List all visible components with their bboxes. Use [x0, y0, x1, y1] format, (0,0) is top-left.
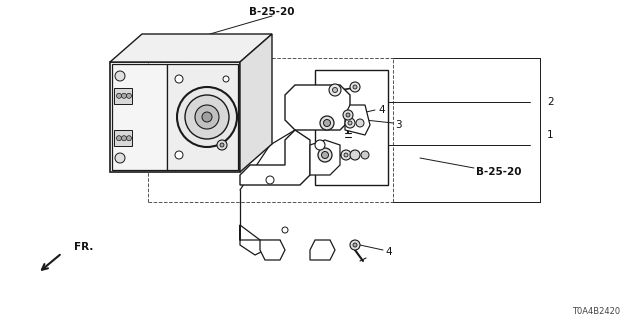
Circle shape: [185, 95, 229, 139]
Text: 4: 4: [378, 105, 385, 115]
Polygon shape: [240, 225, 265, 255]
Circle shape: [122, 136, 127, 141]
Circle shape: [266, 176, 274, 184]
Circle shape: [282, 227, 288, 233]
Circle shape: [321, 151, 328, 158]
Circle shape: [202, 112, 212, 122]
Polygon shape: [167, 64, 238, 170]
Circle shape: [127, 93, 131, 98]
Circle shape: [223, 76, 229, 82]
Polygon shape: [345, 105, 370, 135]
Circle shape: [343, 110, 353, 120]
Polygon shape: [315, 70, 388, 185]
Circle shape: [323, 119, 330, 126]
Circle shape: [320, 116, 334, 130]
Circle shape: [115, 71, 125, 81]
Circle shape: [353, 243, 357, 247]
Polygon shape: [114, 88, 132, 104]
Text: 1: 1: [547, 130, 554, 140]
Polygon shape: [285, 85, 350, 130]
Circle shape: [356, 119, 364, 127]
Text: 3: 3: [395, 120, 402, 130]
Circle shape: [195, 105, 219, 129]
Circle shape: [175, 151, 183, 159]
Text: 4: 4: [198, 130, 205, 140]
Circle shape: [350, 82, 360, 92]
Text: B-25-20: B-25-20: [249, 7, 295, 17]
Circle shape: [116, 136, 122, 141]
Polygon shape: [240, 34, 272, 172]
Polygon shape: [310, 240, 335, 260]
Circle shape: [361, 151, 369, 159]
Circle shape: [217, 140, 227, 150]
Circle shape: [350, 240, 360, 250]
Circle shape: [341, 150, 351, 160]
Circle shape: [333, 87, 337, 92]
Polygon shape: [114, 130, 132, 146]
Circle shape: [345, 118, 355, 128]
Circle shape: [350, 150, 360, 160]
Text: B-25-20: B-25-20: [476, 167, 522, 177]
Circle shape: [175, 75, 183, 83]
Polygon shape: [112, 64, 167, 170]
Polygon shape: [110, 62, 240, 172]
Text: T0A4B2420: T0A4B2420: [572, 308, 620, 316]
Circle shape: [329, 84, 341, 96]
Circle shape: [344, 153, 348, 157]
Text: 2: 2: [547, 97, 554, 107]
Circle shape: [346, 113, 350, 117]
Circle shape: [127, 136, 131, 141]
Polygon shape: [310, 140, 340, 175]
Circle shape: [177, 87, 237, 147]
Circle shape: [318, 148, 332, 162]
Text: FR.: FR.: [74, 242, 93, 252]
Text: 4: 4: [385, 247, 392, 257]
Circle shape: [315, 140, 325, 150]
Polygon shape: [260, 240, 285, 260]
Circle shape: [353, 85, 357, 89]
Circle shape: [116, 93, 122, 98]
Polygon shape: [240, 130, 310, 185]
Circle shape: [348, 121, 352, 125]
Circle shape: [220, 143, 224, 147]
Circle shape: [122, 93, 127, 98]
Circle shape: [115, 153, 125, 163]
Polygon shape: [110, 34, 272, 62]
